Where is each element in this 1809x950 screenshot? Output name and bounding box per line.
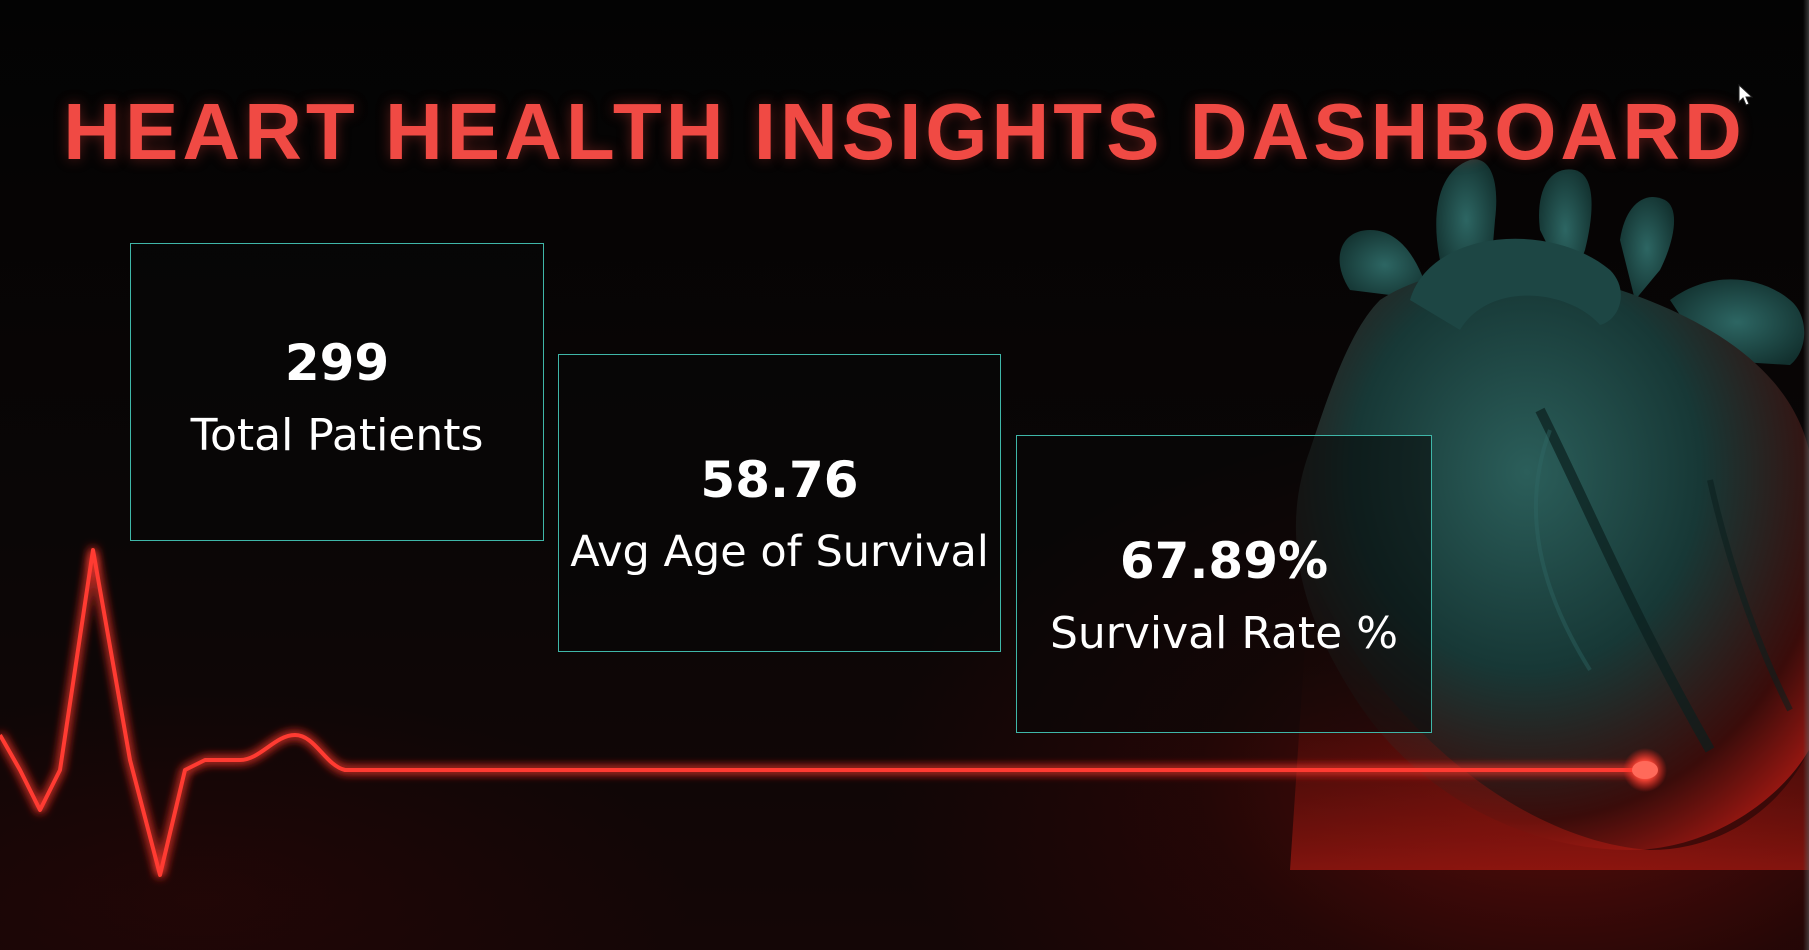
avg-age-card[interactable]: 58.76 Avg Age of Survival [558, 354, 1001, 652]
survival-rate-value: 67.89% [1119, 532, 1329, 590]
survival-rate-label: Survival Rate % [1049, 608, 1399, 659]
mouse-cursor-icon [1738, 84, 1754, 106]
total-patients-value: 299 [284, 334, 390, 392]
total-patients-label: Total Patients [190, 410, 484, 461]
page-title: HEART HEALTH INSIGHTS DASHBOARD [63, 87, 1746, 176]
survival-rate-card[interactable]: 67.89% Survival Rate % [1016, 435, 1432, 733]
avg-age-value: 58.76 [700, 451, 859, 509]
total-patients-card[interactable]: 299 Total Patients [130, 243, 544, 541]
window-edge [1803, 0, 1809, 950]
ecg-line-icon [0, 548, 1667, 877]
avg-age-label: Avg Age of Survival [570, 527, 989, 577]
